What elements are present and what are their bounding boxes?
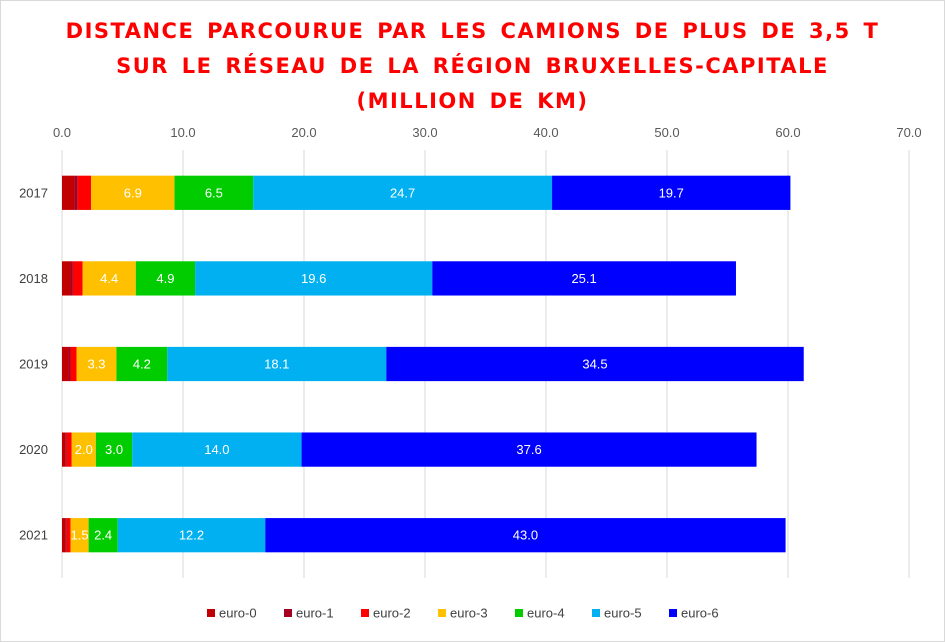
data-label: 2.0 <box>75 442 93 457</box>
data-label: 37.6 <box>516 442 541 457</box>
data-label: 6.9 <box>124 185 142 200</box>
chart-title-line-3: (MILLION DE KM) <box>356 89 589 113</box>
data-label: 34.5 <box>582 357 607 372</box>
bar-segment <box>117 518 266 553</box>
bar-segment <box>116 346 168 382</box>
bar-segment <box>65 432 67 467</box>
legend-label: euro-6 <box>681 606 719 621</box>
x-tick-label: 40.0 <box>533 125 558 140</box>
bar-segment <box>82 261 136 296</box>
legend-label: euro-4 <box>527 606 565 621</box>
category-label: 2020 <box>19 442 48 457</box>
data-label: 2.4 <box>94 528 112 543</box>
legend-label: euro-2 <box>373 606 411 621</box>
bar-segment <box>66 518 71 553</box>
bar-segment <box>76 346 117 382</box>
chart-title-line-1: DISTANCE PARCOURUE PAR LES CAMIONS DE PL… <box>65 19 880 43</box>
bar-segment <box>70 518 89 553</box>
data-label: 43.0 <box>513 528 538 543</box>
bar-segment <box>70 346 77 382</box>
bar-segment <box>167 346 387 382</box>
legend-label: euro-5 <box>604 606 642 621</box>
data-label: 3.0 <box>105 442 123 457</box>
bar-segment <box>91 175 175 210</box>
bar-segment <box>68 346 71 382</box>
x-axis-tick-labels: 0.0 10.0 20.0 30.0 40.0 50.0 60.0 70.0 <box>53 125 922 140</box>
data-label: 19.6 <box>301 271 326 286</box>
x-tick-label: 0.0 <box>53 125 71 140</box>
data-label: 6.5 <box>205 185 223 200</box>
bar-segments <box>62 175 804 553</box>
bar-segment <box>135 261 196 296</box>
data-label: 1.5 <box>71 528 89 543</box>
bar-segment <box>74 175 78 210</box>
bar-segment <box>62 432 66 467</box>
data-label: 19.7 <box>659 185 684 200</box>
category-label: 2017 <box>19 185 48 200</box>
legend-label: euro-0 <box>219 606 257 621</box>
legend-swatch <box>438 609 446 617</box>
legend-label: euro-1 <box>296 606 334 621</box>
legend-swatch <box>669 609 677 617</box>
category-label: 2021 <box>19 528 48 543</box>
data-label: 14.0 <box>204 442 229 457</box>
data-label: 24.7 <box>390 185 415 200</box>
bar-segment <box>77 175 92 210</box>
category-label: 2018 <box>19 271 48 286</box>
data-label: 4.9 <box>156 271 174 286</box>
bar-segment <box>62 518 66 553</box>
bar-segment <box>62 261 71 296</box>
data-label: 18.1 <box>264 357 289 372</box>
data-label: 12.2 <box>179 528 204 543</box>
x-tick-label: 10.0 <box>170 125 195 140</box>
bar-segment <box>66 432 72 467</box>
bar-segment <box>301 432 757 467</box>
legend-swatch <box>361 609 369 617</box>
chart-title: DISTANCE PARCOURUE PAR LES CAMIONS DE PL… <box>0 14 945 119</box>
x-tick-label: 20.0 <box>291 125 316 140</box>
data-label: 3.3 <box>87 357 105 372</box>
data-label: 4.2 <box>133 357 151 372</box>
bar-segment <box>386 346 804 382</box>
data-label: 25.1 <box>571 271 596 286</box>
bar-segment <box>265 518 786 553</box>
bar-segment <box>132 432 302 467</box>
x-tick-label: 50.0 <box>654 125 679 140</box>
y-axis-category-labels: 2017 2018 2019 2020 2021 <box>19 185 48 542</box>
bar-segment <box>62 346 69 382</box>
bar-segment <box>65 518 67 553</box>
x-tick-label: 70.0 <box>896 125 921 140</box>
data-label: 4.4 <box>100 271 118 286</box>
legend: euro-0 euro-1 euro-2 euro-3 euro-4 euro-5 euro… <box>207 606 719 621</box>
chart-title-line-2: SUR LE RÉSEAU DE LA RÉGION BRUXELLES-CAP… <box>116 54 829 78</box>
legend-label: euro-3 <box>450 606 488 621</box>
bar-segment <box>72 261 83 296</box>
bar-segment <box>195 261 433 296</box>
bar-segment <box>88 518 118 553</box>
bar-segment <box>253 175 553 210</box>
x-tick-label: 30.0 <box>412 125 437 140</box>
x-tick-label: 60.0 <box>775 125 800 140</box>
category-label: 2019 <box>19 357 48 372</box>
bar-segment <box>70 261 73 296</box>
bar-segment <box>71 432 96 467</box>
bar-segment <box>432 261 736 296</box>
bar-segment <box>174 175 254 210</box>
legend-swatch <box>284 609 292 617</box>
bar-segment <box>62 175 75 210</box>
bar-segment <box>552 175 791 210</box>
legend-swatch <box>207 609 215 617</box>
legend-swatch <box>515 609 523 617</box>
legend-swatch <box>592 609 600 617</box>
data-labels: 6.9 6.5 24.7 19.7 4.4 4.9 19.6 25.1 3.3 4.2 18.1 34… <box>71 185 684 542</box>
bar-segment <box>95 432 133 467</box>
